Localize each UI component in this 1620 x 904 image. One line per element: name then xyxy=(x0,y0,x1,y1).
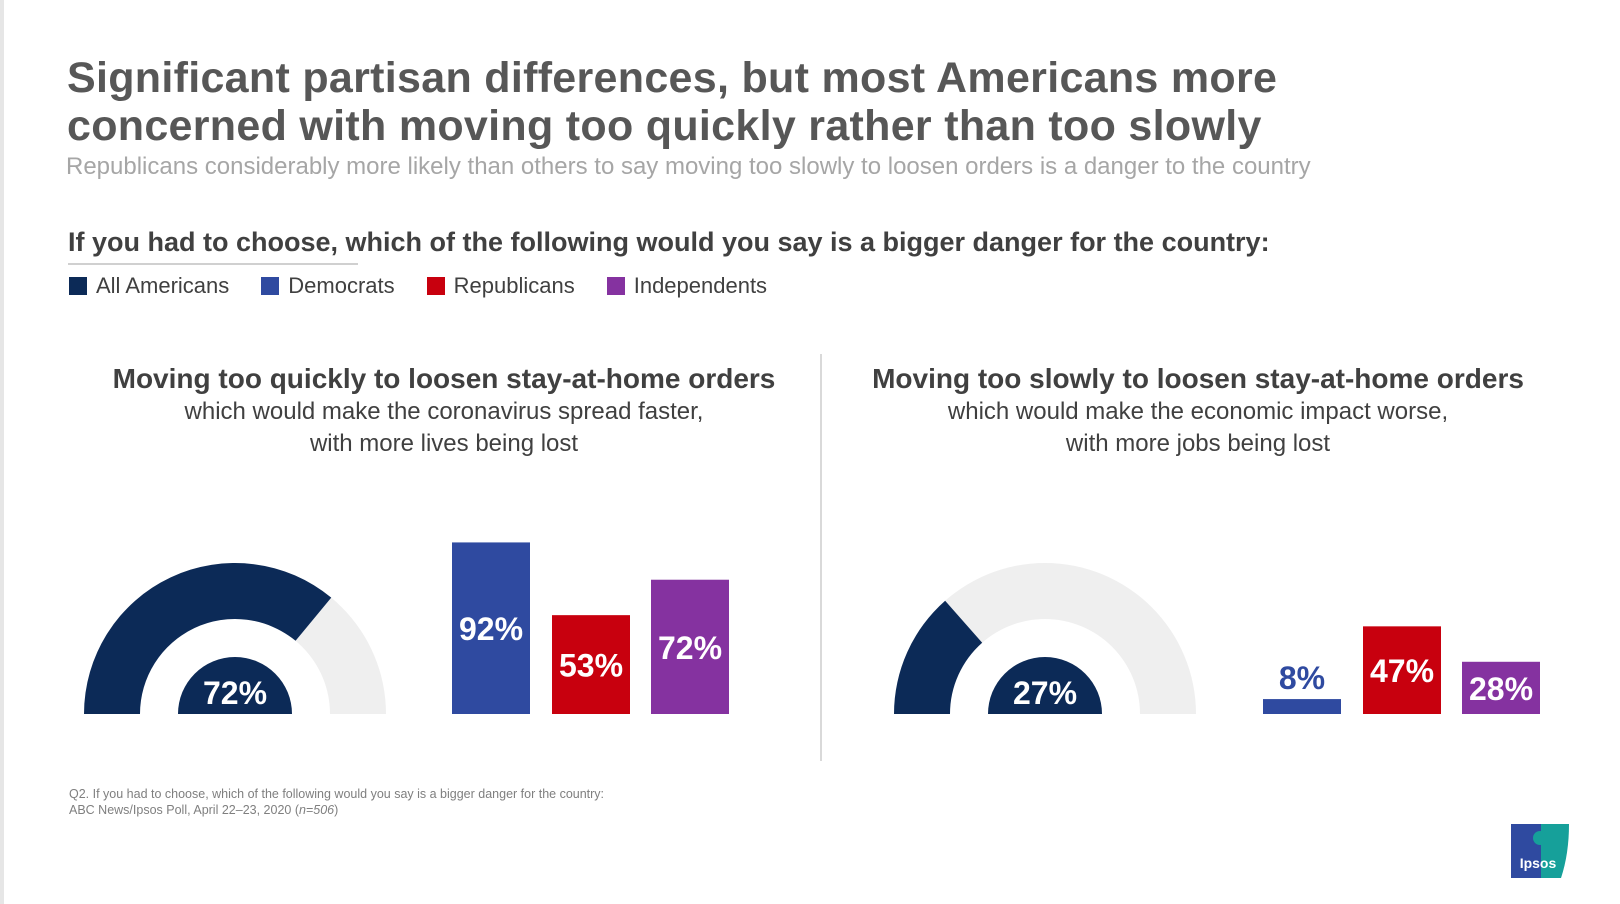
footnote-source: ABC News/Ipsos Poll, April 22–23, 2020 (… xyxy=(69,802,604,818)
bar-label: 92% xyxy=(459,611,523,647)
panel-sub: which would make the economic impact wor… xyxy=(947,398,1449,425)
bar-independents xyxy=(1462,661,1540,714)
bar-democrats xyxy=(1263,699,1341,714)
panel-sub: which would make the coronavirus spread … xyxy=(184,398,704,425)
legend-label: Independents xyxy=(633,273,768,298)
panel-left-title: Moving too quickly to loosen stay-at-hom… xyxy=(64,362,824,460)
legend-label: Democrats xyxy=(288,273,395,298)
gauge-label: 27% xyxy=(1013,675,1077,711)
legend-item-democrats: Democrats xyxy=(261,273,395,299)
panel-sub: with more jobs being lost xyxy=(1065,430,1331,457)
legend: All Americans Democrats Republicans Inde… xyxy=(69,273,767,299)
bar-democrats xyxy=(452,542,530,714)
legend-swatch xyxy=(69,277,87,295)
svg-text:Ipsos: Ipsos xyxy=(1520,855,1557,871)
panel-divider xyxy=(820,354,822,761)
panel-right-title: Moving too slowly to loosen stay-at-home… xyxy=(818,362,1578,460)
title-line-1: Significant partisan differences, but mo… xyxy=(67,54,1278,102)
source-text: ABC News/Ipsos Poll, April 22–23, 2020 ( xyxy=(69,803,299,817)
question: If you had to choose, which of the follo… xyxy=(68,227,1270,257)
ipsos-logo: Ipsos xyxy=(1511,824,1569,878)
question-underline xyxy=(68,263,358,265)
legend-swatch xyxy=(606,277,625,295)
subtitle: Republicans considerably more likely tha… xyxy=(66,153,1311,180)
gauge-fill-all-americans xyxy=(84,562,332,714)
bar-republicans xyxy=(552,615,630,714)
page-title: Significant partisan differences, but mo… xyxy=(67,54,1277,150)
panel-heading: Moving too quickly to loosen stay-at-hom… xyxy=(112,363,776,394)
bar-label: 53% xyxy=(559,648,623,684)
sample-size: n=506 xyxy=(298,803,335,817)
gauge-center xyxy=(178,657,292,714)
legend-item-all-americans: All Americans xyxy=(69,273,229,299)
legend-item-republicans: Republicans xyxy=(426,273,575,299)
bar-label: 47% xyxy=(1370,653,1434,689)
bar-independents xyxy=(651,579,729,714)
gauge-label: 72% xyxy=(203,675,267,711)
source-text: ) xyxy=(334,803,339,817)
title-line-2: concerned with moving too quickly rather… xyxy=(67,102,1262,150)
footnote-line: Q2. If you had to choose, which of the f… xyxy=(69,787,605,801)
legend-item-independents: Independents xyxy=(606,273,768,299)
legend-swatch xyxy=(261,277,280,295)
gauge-track xyxy=(894,563,1196,714)
bar-label: 8% xyxy=(1279,660,1325,696)
panel-heading: Moving too slowly to loosen stay-at-home… xyxy=(872,363,1524,394)
gauge-fill-all-americans xyxy=(894,600,983,714)
bar-republicans xyxy=(1363,626,1441,714)
page-edge xyxy=(0,0,4,904)
legend-label: Republicans xyxy=(453,273,575,298)
panel-sub: with more lives being lost xyxy=(309,430,579,457)
legend-label: All Americans xyxy=(96,273,230,298)
gauge-center xyxy=(988,657,1102,714)
bar-label: 28% xyxy=(1469,671,1533,707)
legend-swatch xyxy=(426,277,445,295)
bar-label: 72% xyxy=(658,630,722,666)
footnote: Q2. If you had to choose, which of the f… xyxy=(69,786,604,818)
